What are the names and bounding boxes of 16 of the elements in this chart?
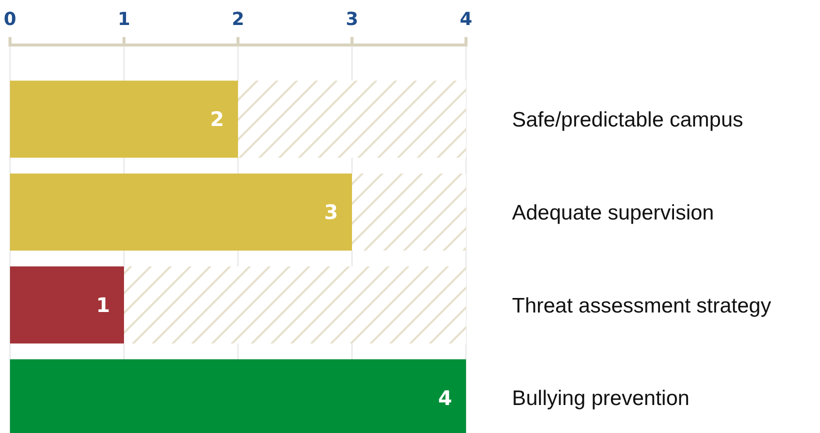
data-label: 3 — [324, 200, 338, 224]
x-tick-label: 4 — [460, 9, 472, 30]
data-label: 1 — [96, 292, 110, 317]
x-tick-label: 0 — [4, 9, 16, 30]
bar — [10, 174, 352, 251]
y-tick-label: Bullying prevention — [512, 387, 690, 410]
data-label: 4 — [438, 386, 452, 410]
data-label: 2 — [210, 107, 224, 132]
x-tick-label: 3 — [346, 9, 358, 30]
y-tick-label: Threat assessment strategy — [512, 294, 772, 318]
y-tick-label: Adequate supervision — [512, 201, 714, 224]
y-tick-label: Safe/predictable campus — [512, 108, 744, 132]
x-tick-label: 2 — [232, 9, 244, 30]
bar — [10, 266, 124, 344]
bar — [10, 80, 238, 158]
x-tick-label: 1 — [118, 9, 130, 30]
